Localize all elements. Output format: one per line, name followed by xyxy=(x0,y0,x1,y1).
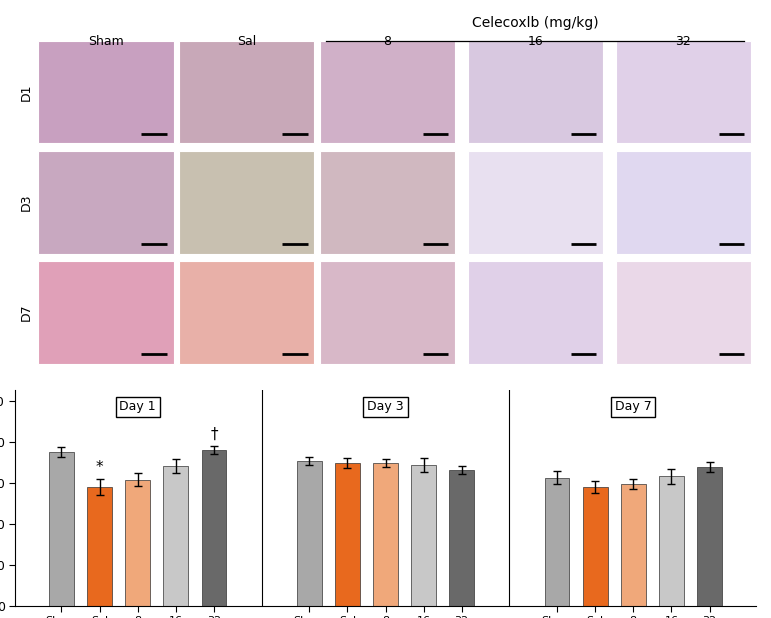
Text: 8: 8 xyxy=(383,35,392,48)
Bar xyxy=(87,487,112,606)
Text: Day 1: Day 1 xyxy=(120,400,156,413)
Text: D7: D7 xyxy=(20,303,33,321)
Bar xyxy=(49,452,74,606)
Bar xyxy=(179,261,315,363)
Bar xyxy=(335,463,360,606)
Text: D3: D3 xyxy=(20,193,33,211)
Text: Sal: Sal xyxy=(237,35,256,48)
Bar xyxy=(201,450,227,606)
Bar xyxy=(697,467,722,606)
Bar xyxy=(544,478,570,606)
Text: 16: 16 xyxy=(527,35,544,48)
Bar xyxy=(320,261,455,363)
Text: †: † xyxy=(210,427,217,442)
Bar xyxy=(468,41,603,143)
Bar xyxy=(616,151,751,253)
Text: *: * xyxy=(96,460,103,475)
Bar xyxy=(583,487,608,606)
Bar xyxy=(468,261,603,363)
Bar xyxy=(320,151,455,253)
Bar xyxy=(411,465,436,606)
Bar xyxy=(179,41,315,143)
Bar xyxy=(621,484,645,606)
Text: Day 7: Day 7 xyxy=(615,400,651,413)
Bar xyxy=(39,151,173,253)
Bar xyxy=(616,41,751,143)
Text: Sham: Sham xyxy=(88,35,124,48)
Text: Day 3: Day 3 xyxy=(367,400,404,413)
Text: 32: 32 xyxy=(675,35,692,48)
Text: Celecoxlb (mg/kg): Celecoxlb (mg/kg) xyxy=(472,16,599,30)
Bar xyxy=(39,261,173,363)
Bar xyxy=(179,151,315,253)
Bar xyxy=(449,470,474,606)
Bar xyxy=(126,480,150,606)
Bar xyxy=(659,476,684,606)
Bar xyxy=(39,41,173,143)
Bar xyxy=(373,463,398,606)
Bar xyxy=(616,261,751,363)
Bar xyxy=(320,41,455,143)
Text: D1: D1 xyxy=(20,83,33,101)
Bar xyxy=(163,466,188,606)
Bar xyxy=(468,151,603,253)
Bar xyxy=(297,461,322,606)
